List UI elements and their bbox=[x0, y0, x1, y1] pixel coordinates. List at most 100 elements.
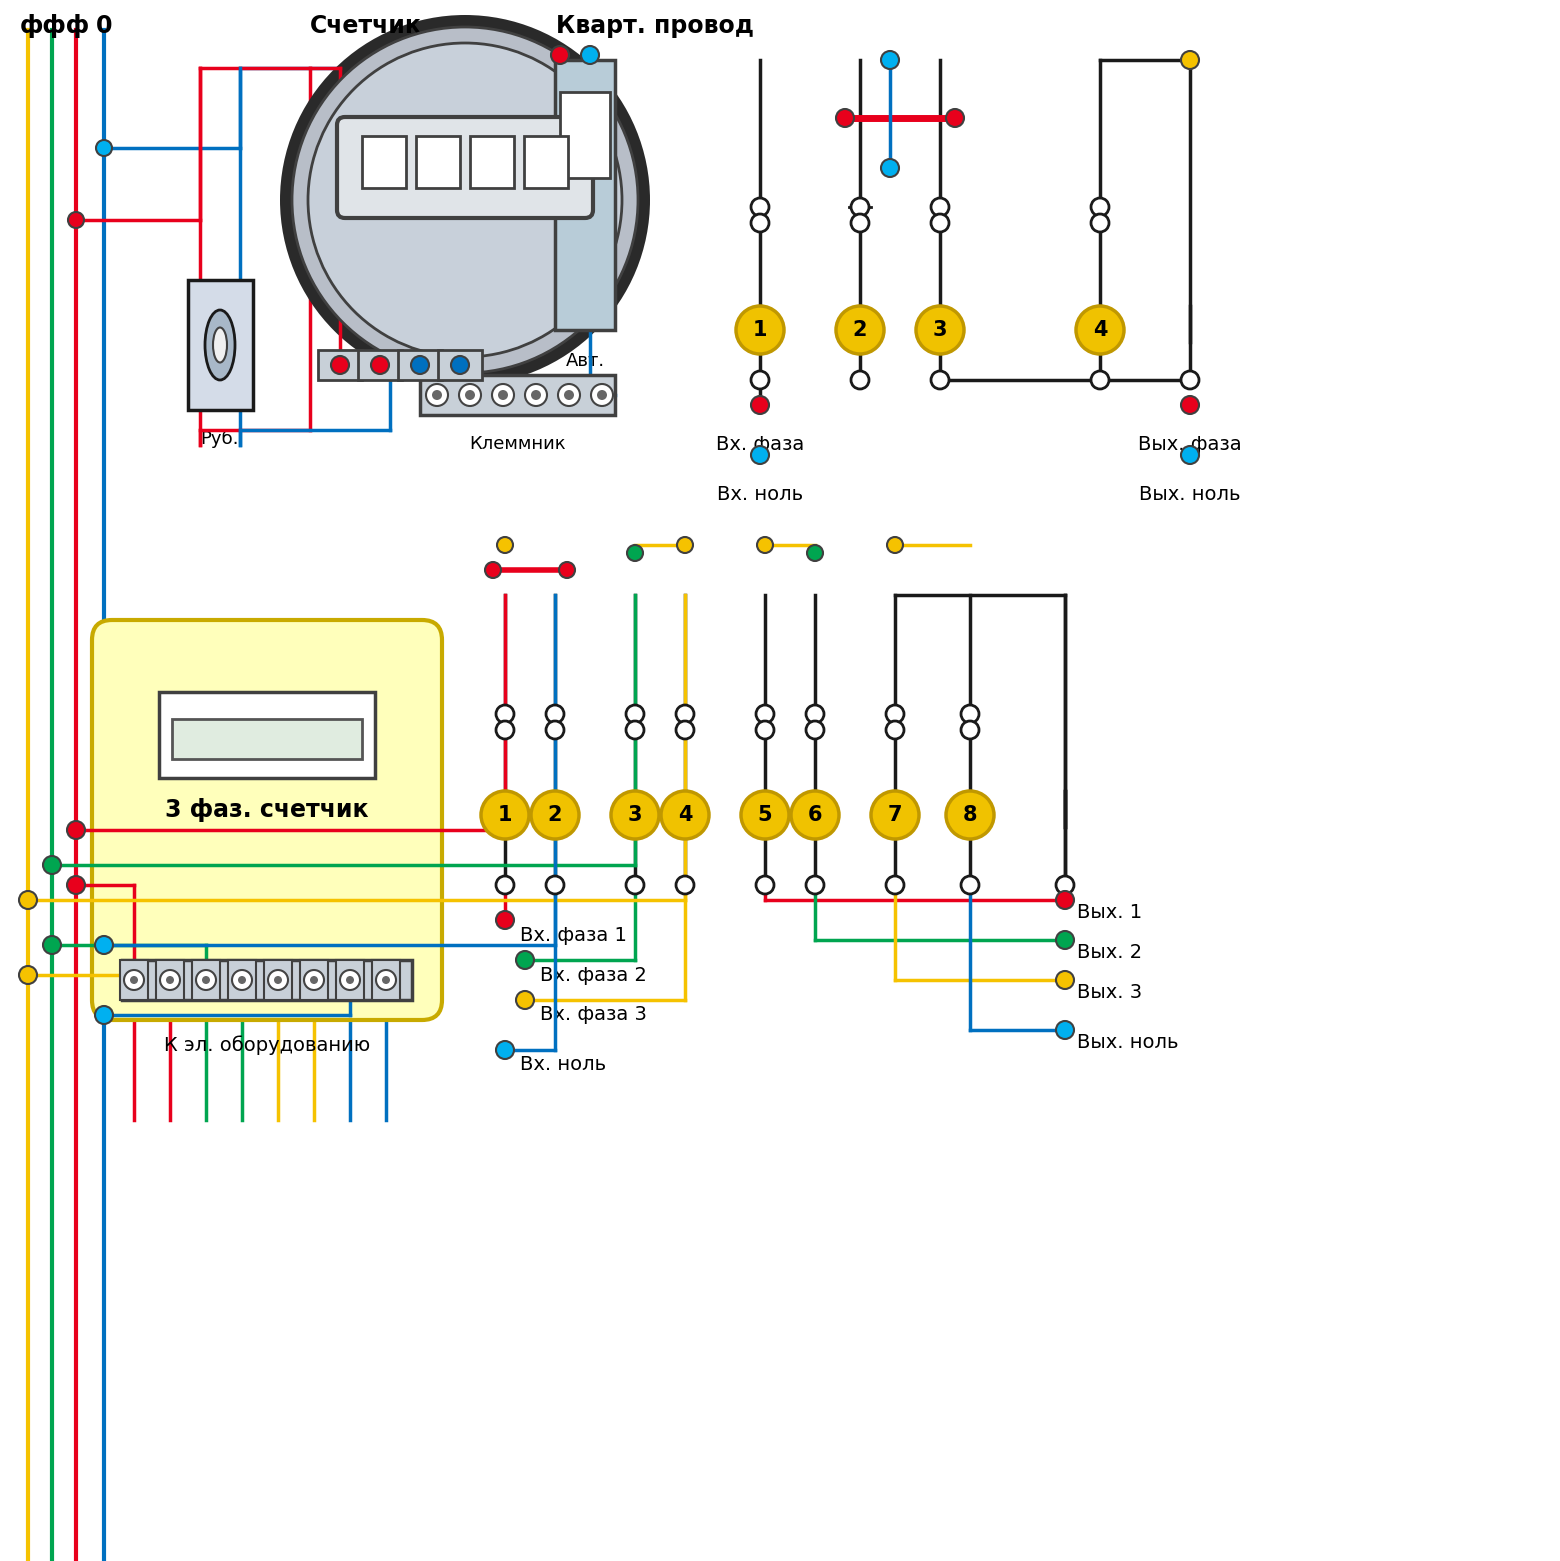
Circle shape bbox=[888, 537, 903, 553]
Text: 5: 5 bbox=[758, 805, 772, 826]
Circle shape bbox=[1056, 891, 1073, 909]
Text: 1: 1 bbox=[498, 805, 512, 826]
Circle shape bbox=[426, 384, 448, 406]
FancyBboxPatch shape bbox=[264, 960, 292, 1001]
FancyBboxPatch shape bbox=[187, 279, 253, 411]
Text: Вх. фаза 2: Вх. фаза 2 bbox=[540, 966, 647, 985]
Text: К эл. оборудованию: К эл. оборудованию bbox=[164, 1035, 370, 1055]
Circle shape bbox=[165, 976, 175, 983]
FancyBboxPatch shape bbox=[172, 720, 362, 759]
Circle shape bbox=[757, 876, 774, 894]
Circle shape bbox=[201, 976, 211, 983]
Circle shape bbox=[526, 384, 548, 406]
FancyBboxPatch shape bbox=[524, 136, 568, 187]
Circle shape bbox=[67, 821, 84, 838]
Circle shape bbox=[750, 396, 769, 414]
Circle shape bbox=[97, 140, 112, 156]
Circle shape bbox=[95, 937, 112, 954]
Text: Вх. фаза 3: Вх. фаза 3 bbox=[540, 1005, 647, 1024]
Circle shape bbox=[19, 891, 37, 909]
Circle shape bbox=[1090, 372, 1109, 389]
Circle shape bbox=[580, 45, 599, 64]
FancyBboxPatch shape bbox=[335, 960, 363, 1001]
Circle shape bbox=[870, 791, 919, 838]
Circle shape bbox=[516, 951, 534, 969]
Circle shape bbox=[626, 706, 644, 723]
Circle shape bbox=[757, 537, 774, 553]
Circle shape bbox=[750, 372, 769, 389]
Circle shape bbox=[931, 372, 948, 389]
FancyBboxPatch shape bbox=[300, 960, 328, 1001]
Circle shape bbox=[736, 306, 785, 354]
Circle shape bbox=[961, 876, 980, 894]
Circle shape bbox=[232, 969, 253, 990]
Circle shape bbox=[546, 721, 565, 738]
Circle shape bbox=[516, 991, 534, 1008]
Circle shape bbox=[852, 198, 869, 215]
Text: Вых. 1: Вых. 1 bbox=[1076, 902, 1142, 921]
Circle shape bbox=[757, 721, 774, 738]
Circle shape bbox=[1056, 971, 1073, 990]
Circle shape bbox=[675, 706, 694, 723]
Text: ффф: ффф bbox=[20, 14, 90, 37]
Circle shape bbox=[498, 537, 513, 553]
Circle shape bbox=[852, 372, 869, 389]
Circle shape bbox=[627, 545, 643, 560]
Circle shape bbox=[340, 969, 360, 990]
Circle shape bbox=[496, 721, 513, 738]
Circle shape bbox=[807, 545, 824, 560]
FancyBboxPatch shape bbox=[555, 59, 615, 329]
Circle shape bbox=[546, 706, 565, 723]
Circle shape bbox=[95, 1005, 112, 1024]
Circle shape bbox=[410, 356, 429, 375]
Text: Вх. ноль: Вх. ноль bbox=[519, 1055, 607, 1074]
Circle shape bbox=[268, 969, 289, 990]
Circle shape bbox=[945, 109, 964, 126]
FancyBboxPatch shape bbox=[159, 692, 374, 777]
Circle shape bbox=[597, 390, 607, 400]
Circle shape bbox=[465, 390, 474, 400]
Circle shape bbox=[931, 214, 948, 233]
Circle shape bbox=[886, 876, 903, 894]
Text: Вых. ноль: Вых. ноль bbox=[1139, 485, 1240, 504]
Circle shape bbox=[382, 976, 390, 983]
Circle shape bbox=[675, 876, 694, 894]
Circle shape bbox=[836, 306, 885, 354]
Circle shape bbox=[546, 876, 565, 894]
Circle shape bbox=[661, 791, 708, 838]
Circle shape bbox=[1056, 876, 1073, 894]
Circle shape bbox=[197, 969, 215, 990]
Ellipse shape bbox=[204, 311, 236, 379]
Text: 7: 7 bbox=[888, 805, 902, 826]
FancyBboxPatch shape bbox=[420, 375, 615, 415]
Text: 0: 0 bbox=[95, 14, 112, 37]
Text: 2: 2 bbox=[548, 805, 562, 826]
FancyBboxPatch shape bbox=[560, 92, 610, 178]
Circle shape bbox=[916, 306, 964, 354]
Circle shape bbox=[459, 384, 480, 406]
Circle shape bbox=[530, 390, 541, 400]
Circle shape bbox=[498, 390, 509, 400]
Text: Вых. ноль: Вых. ноль bbox=[1076, 1032, 1178, 1052]
Circle shape bbox=[1056, 930, 1073, 949]
FancyBboxPatch shape bbox=[438, 350, 482, 379]
Circle shape bbox=[496, 1041, 513, 1058]
Text: 2: 2 bbox=[853, 320, 867, 340]
Circle shape bbox=[931, 198, 948, 215]
Circle shape bbox=[331, 356, 349, 375]
Text: Вых. фаза: Вых. фаза bbox=[1139, 436, 1242, 454]
Circle shape bbox=[451, 356, 470, 375]
Circle shape bbox=[750, 198, 769, 215]
Text: Вых. 3: Вых. 3 bbox=[1076, 982, 1142, 1002]
FancyBboxPatch shape bbox=[398, 350, 441, 379]
Circle shape bbox=[67, 876, 84, 894]
FancyBboxPatch shape bbox=[318, 350, 362, 379]
FancyBboxPatch shape bbox=[371, 960, 399, 1001]
Circle shape bbox=[886, 706, 903, 723]
Circle shape bbox=[1090, 214, 1109, 233]
Circle shape bbox=[565, 390, 574, 400]
Ellipse shape bbox=[214, 328, 228, 362]
Circle shape bbox=[750, 446, 769, 464]
FancyBboxPatch shape bbox=[92, 620, 441, 1019]
FancyBboxPatch shape bbox=[192, 960, 220, 1001]
